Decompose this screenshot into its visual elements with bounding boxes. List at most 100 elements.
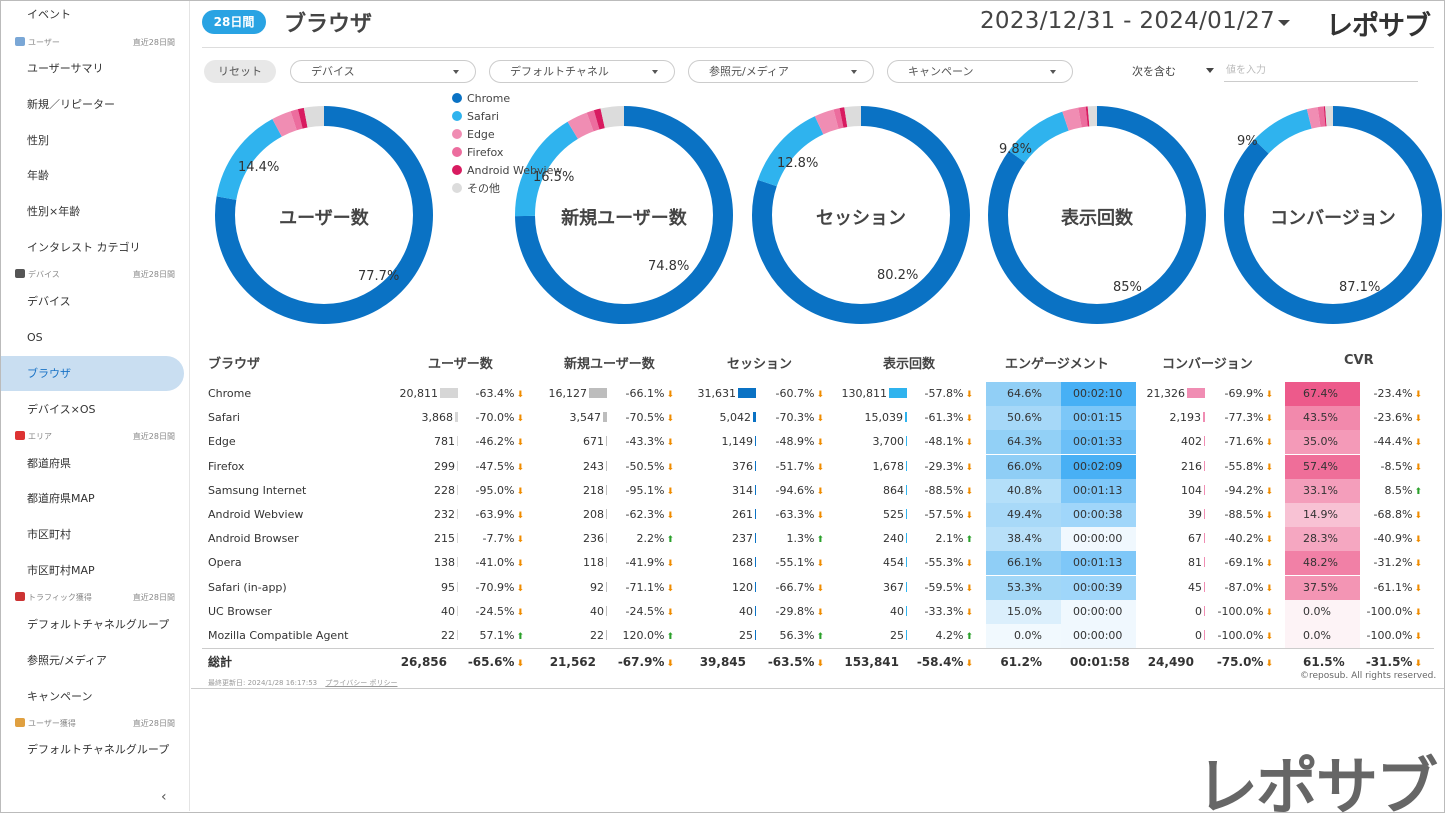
donut-slice-その他[interactable] (1224, 106, 1442, 324)
device-filter[interactable]: デバイス (290, 60, 476, 83)
cvr-bg (1285, 624, 1360, 648)
donut-slice-その他[interactable] (215, 106, 433, 324)
metric-bar (457, 630, 458, 640)
table-row[interactable]: UC Browser 40 -24.5% ⬇ 40 -24.5% ⬇ 40 -29.8% ⬇ 40-… (202, 599, 1434, 624)
browser-name[interactable]: Safari (in-app) (208, 580, 287, 594)
sidebar-item[interactable]: 年齢 (27, 169, 49, 182)
cvr-bg (1285, 575, 1360, 600)
period-badge[interactable]: 28日間 (202, 10, 266, 34)
arrow-down-icon: ⬇ (816, 659, 824, 669)
sidebar-item[interactable]: 都道府県MAP (27, 492, 95, 505)
column-header[interactable]: ユーザー数 (428, 357, 493, 372)
sidebar-item[interactable]: デバイス×OS (27, 403, 96, 416)
arrow-down-icon: ⬇ (816, 462, 824, 473)
time-bg (1061, 575, 1136, 600)
table-row[interactable]: Opera 138 -41.0% ⬇ 118 -41.9% ⬇ 168 -55.1% ⬇ 454 -5… (202, 551, 1434, 576)
table-row[interactable]: Android Webview 232 -63.9% ⬇ 208 -62.3% ⬇ 261 -6… (202, 503, 1434, 527)
date-dropdown-icon[interactable] (1278, 20, 1290, 26)
sidebar-item[interactable]: 新規／リピーター (27, 98, 115, 111)
sidebar-item[interactable]: 性別 (27, 134, 49, 147)
browser-name[interactable]: Firefox (208, 459, 245, 473)
table-row[interactable]: Samsung Internet 228 -95.0% ⬇ 218 -95.1% ⬇ 314-… (202, 478, 1434, 503)
browser-name[interactable]: Android Webview (208, 508, 304, 521)
arrow-down-icon: ⬇ (965, 438, 973, 449)
sidebar-item[interactable]: デバイス (27, 295, 71, 308)
sidebar-item[interactable]: 都道府県 (27, 457, 71, 470)
column-header[interactable]: 表示回数 (883, 357, 936, 372)
collapse-sidebar-icon[interactable]: ‹ (161, 789, 167, 805)
column-header[interactable]: CVR (1344, 353, 1374, 368)
metric-value: 208 (583, 508, 604, 521)
channel-filter[interactable]: デフォルトチャネル (489, 60, 675, 83)
sidebar-item[interactable]: インタレスト カテゴリ (27, 241, 141, 254)
campaign-filter[interactable]: キャンペーン (887, 60, 1073, 83)
donut-slice-その他[interactable] (515, 106, 733, 324)
browser-name[interactable]: Chrome (208, 387, 252, 400)
metric-bar (1204, 460, 1205, 471)
metric-bar (457, 509, 458, 519)
table-row[interactable]: Chrome 20,811 -63.4% ⬇ 16,127 -66.1% ⬇ 31,631 -6… (202, 382, 1434, 406)
engagement-bg (986, 454, 1061, 479)
donut-slice-safari[interactable] (515, 106, 733, 324)
date-range[interactable]: 2023/12/31 - 2024/01/27 (980, 8, 1275, 34)
change-cell: -59.5% ⬇ (925, 576, 973, 600)
legend-item: Safari (452, 108, 562, 126)
change-cell: -63.4% ⬇ (476, 382, 524, 406)
table-row[interactable]: Mozilla Compatible Agent 22 57.1% ⬆ 22 120.0%… (202, 624, 1434, 648)
sidebar-item[interactable]: キャンペーン (27, 690, 93, 703)
sidebar-item[interactable]: デフォルトチャネルグループ (27, 618, 170, 631)
browser-name[interactable]: Mozilla Compatible Agent (208, 629, 349, 642)
change-cell: -62.3% ⬇ (626, 503, 674, 527)
source-medium-filter[interactable]: 参照元/メディア (688, 60, 874, 83)
column-header[interactable]: コンバージョン (1162, 357, 1253, 372)
value-input[interactable] (1224, 60, 1418, 82)
browser-name[interactable]: UC Browser (208, 604, 272, 618)
sidebar-item[interactable]: 市区町村MAP (27, 564, 95, 577)
condition-select[interactable]: 次を含む (1132, 63, 1214, 79)
table-row[interactable]: Safari 3,868 -70.0% ⬇ 3,547 -70.5% ⬇ 5,042 -70.3… (202, 406, 1434, 431)
sidebar-item[interactable]: ユーザーサマリ (27, 62, 104, 75)
metric-value: 31,631 (697, 387, 737, 400)
browser-name[interactable]: Samsung Internet (208, 483, 307, 497)
column-header[interactable]: ブラウザ (208, 357, 261, 372)
sidebar-item[interactable]: 市区町村 (27, 528, 71, 541)
column-header[interactable]: エンゲージメント (1005, 357, 1109, 372)
change-cell: -47.5% ⬇ (476, 455, 524, 479)
browser-name[interactable]: Edge (208, 435, 236, 449)
arrow-down-icon: ⬇ (1265, 659, 1273, 669)
metric-bar (1204, 509, 1205, 519)
column-header[interactable]: セッション (727, 357, 793, 372)
sidebar-item[interactable]: デフォルトチャネルグループ (27, 743, 170, 756)
change-value: -63.4% (475, 387, 515, 400)
metric-bar (606, 436, 607, 447)
change-cell: -44.4% ⬇ (1374, 430, 1422, 454)
slice-pct-label: 80.2% (877, 268, 919, 283)
table-row[interactable]: Firefox 299 -47.5% ⬇ 243 -50.5% ⬇ 376 -51.7% ⬇ 1,6… (202, 454, 1434, 479)
reset-button[interactable]: リセット (204, 60, 276, 83)
donut-slice-その他[interactable] (752, 106, 970, 324)
column-header[interactable]: 新規ユーザー数 (564, 357, 655, 372)
change-value: -7.7% (482, 532, 515, 546)
sidebar-item[interactable]: 参照元/メディア (27, 654, 107, 667)
privacy-link[interactable]: プライバシー ポリシー (325, 679, 398, 687)
donut-slice-その他[interactable] (988, 106, 1206, 324)
engagement-bg (986, 503, 1061, 527)
browser-name[interactable]: Safari (208, 411, 240, 425)
table-row[interactable]: Android Browser 215 -7.7% ⬇ 236 2.2% ⬆ 237 1.3% ⬆… (202, 527, 1434, 552)
browser-name[interactable]: Android Browser (208, 532, 299, 546)
table-row[interactable]: Safari (in-app) 95 -70.9% ⬇ 92 -71.1% ⬇ 120 -66.… (202, 575, 1434, 600)
browser-name[interactable]: Opera (208, 556, 242, 570)
sidebar-item[interactable]: イベント (27, 8, 71, 21)
metric-cell: 0 (1195, 600, 1205, 624)
sidebar-item[interactable]: OS (27, 331, 43, 344)
sidebar-item[interactable]: 性別×年齢 (27, 205, 81, 218)
sidebar-item[interactable]: ブラウザ (1, 356, 184, 391)
change-value: -55.8% (1224, 459, 1264, 473)
change-value: -47.5% (475, 459, 515, 473)
change-value: -55.3% (924, 556, 964, 570)
arrow-down-icon: ⬇ (965, 659, 973, 669)
table-row[interactable]: Edge 781 -46.2% ⬇ 671 -43.3% ⬇ 1,149 -48.9% ⬇ 3,70… (202, 430, 1434, 455)
arrow-down-icon: ⬇ (666, 511, 674, 521)
section-label: トラフィック獲得 (28, 593, 92, 602)
total-time: 00:01:58 (1070, 655, 1130, 669)
